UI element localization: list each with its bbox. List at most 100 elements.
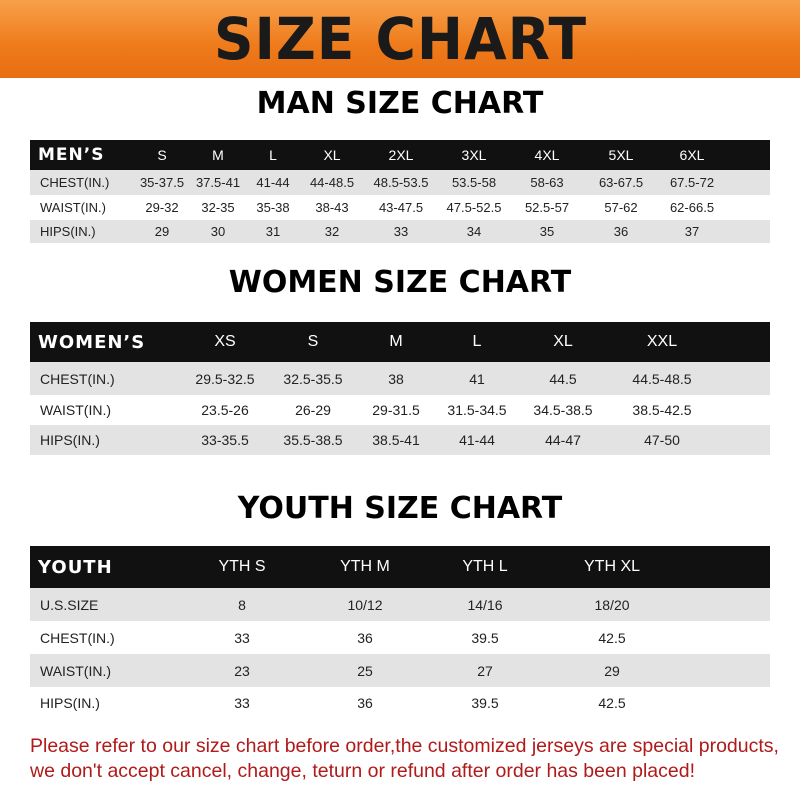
table-cell: 29.5-32.5 (195, 370, 255, 387)
table-cell: 62-66.5 (669, 200, 715, 215)
row-label: CHEST(IN.) (40, 175, 110, 190)
women-section-title: WOMEN SIZE CHART (228, 265, 572, 300)
table-row: U.S.SIZE 8 10/12 14/16 18/20 (30, 588, 770, 621)
youth-size-table: YOUTH YTH S YTH M YTH L YTH XL U.S.SIZE 8 10/12… (30, 546, 770, 718)
table-cell: 10/12 (347, 596, 383, 613)
table-cell: 47-50 (644, 432, 680, 448)
table-cell: 23.5-26 (201, 402, 249, 418)
row-label: CHEST(IN.) (40, 370, 115, 387)
table-cell: 43-47.5 (378, 200, 424, 215)
table-cell: 38.5-41 (372, 432, 420, 448)
table-row: HIPS(IN.) 33-35.5 35.5-38.5 38.5-41 41-44 44-… (30, 425, 770, 455)
table-cell: 25 (357, 662, 373, 679)
size-header: 3XL (461, 147, 487, 163)
row-label: HIPS(IN.) (40, 224, 96, 239)
table-row: CHEST(IN.) 29.5-32.5 32.5-35.5 38 41 44.5 44.5… (30, 362, 770, 395)
table-header-label: MEN’S (38, 145, 105, 165)
women-size-table: WOMEN’S XS S M L XL XXL CHEST(IN.) 29.5-32.5 32.5… (30, 322, 770, 455)
table-cell: 35-38 (256, 200, 290, 215)
youth-section-title: YOUTH SIZE CHART (237, 491, 563, 526)
table-row: CHEST(IN.) 33 36 39.5 42.5 (30, 621, 770, 654)
table-row: HIPS(IN.) 29 30 31 32 33 34 35 36 37 (30, 220, 770, 243)
table-cell: 34.5-38.5 (533, 402, 593, 418)
table-row: CHEST(IN.) 35-37.5 37.5-41 41-44 44-48.5 48.5… (30, 170, 770, 195)
table-cell: 27 (477, 662, 493, 679)
table-cell: 47.5-52.5 (446, 200, 502, 215)
table-cell: 38-43 (315, 200, 349, 215)
size-header: XL (323, 147, 341, 163)
row-label: WAIST(IN.) (40, 200, 106, 215)
table-header-label: WOMEN’S (38, 331, 146, 353)
size-header: XXL (646, 333, 678, 350)
table-cell: 44-48.5 (309, 175, 355, 190)
table-cell: 31 (265, 224, 281, 239)
size-header: YTH S (218, 558, 266, 575)
table-cell: 33 (234, 694, 250, 711)
size-header: YTH L (462, 558, 508, 575)
table-row: WAIST(IN.) 23 25 27 29 (30, 654, 770, 687)
table-cell: 67.5-72 (669, 175, 715, 190)
size-header: 2XL (388, 147, 414, 163)
table-cell: 41 (469, 370, 485, 387)
size-header: YTH M (340, 558, 390, 575)
table-cell: 41-44 (459, 432, 495, 448)
table-cell: 52.5-57 (524, 200, 570, 215)
order-notice: Please refer to our size chart before or… (30, 735, 779, 782)
table-header-label: YOUTH (38, 556, 113, 578)
table-header-row: WOMEN’S XS S M L XL XXL (30, 322, 770, 362)
table-header-row: YOUTH YTH S YTH M YTH L YTH XL (30, 546, 770, 588)
table-cell: 53.5-58 (451, 175, 497, 190)
size-header: 4XL (534, 147, 560, 163)
table-cell: 39.5 (471, 629, 499, 646)
table-cell: 63-67.5 (598, 175, 644, 190)
table-header-row: MEN’S S M L XL 2XL 3XL 4XL 5XL 6XL (30, 140, 770, 170)
size-header: S (157, 147, 167, 163)
table-row: HIPS(IN.) 33 36 39.5 42.5 (30, 687, 770, 718)
table-cell: 18/20 (594, 596, 630, 613)
men-size-table: MEN’S S M L XL 2XL 3XL 4XL 5XL 6XL CHEST(IN.) 35-37… (30, 140, 770, 243)
size-header: L (472, 333, 482, 350)
size-header: L (269, 147, 277, 163)
row-label: CHEST(IN.) (40, 629, 115, 646)
table-cell: 37.5-41 (195, 175, 241, 190)
table-cell: 33 (393, 224, 409, 239)
table-cell: 37 (684, 224, 700, 239)
table-cell: 48.5-53.5 (373, 175, 429, 190)
table-cell: 44.5 (549, 370, 577, 387)
table-cell: 42.5 (598, 694, 626, 711)
row-label: HIPS(IN.) (40, 432, 100, 448)
table-cell: 32-35 (201, 200, 235, 215)
size-header: M (212, 147, 224, 163)
table-cell: 29 (604, 662, 620, 679)
size-header: YTH XL (583, 558, 641, 575)
row-label: U.S.SIZE (40, 596, 99, 613)
table-cell: 14/16 (467, 596, 503, 613)
table-cell: 32.5-35.5 (283, 370, 343, 387)
size-header: 6XL (679, 147, 705, 163)
size-header: 5XL (608, 147, 634, 163)
table-cell: 23 (234, 662, 250, 679)
table-cell: 30 (210, 224, 226, 239)
size-header: M (389, 333, 403, 350)
table-cell: 34 (466, 224, 482, 239)
table-cell: 35-37.5 (139, 175, 185, 190)
row-label: HIPS(IN.) (40, 694, 100, 711)
page-title: SIZE CHART (213, 5, 587, 73)
table-cell: 44-47 (545, 432, 581, 448)
table-cell: 36 (357, 629, 373, 646)
table-row: WAIST(IN.) 29-32 32-35 35-38 38-43 43-47.5 47.… (30, 195, 770, 220)
table-cell: 26-29 (295, 402, 331, 418)
table-cell: 36 (613, 224, 629, 239)
size-header: XS (214, 333, 236, 350)
row-label: WAIST(IN.) (40, 662, 112, 679)
size-header: S (307, 333, 319, 350)
table-cell: 58-63 (530, 175, 564, 190)
table-cell: 35.5-38.5 (283, 432, 343, 448)
table-cell: 29-31.5 (372, 402, 420, 418)
table-cell: 39.5 (471, 694, 499, 711)
row-label: WAIST(IN.) (40, 402, 112, 418)
table-cell: 35 (539, 224, 555, 239)
table-cell: 57-62 (604, 200, 638, 215)
table-cell: 33-35.5 (201, 432, 249, 448)
table-cell: 41-44 (256, 175, 290, 190)
